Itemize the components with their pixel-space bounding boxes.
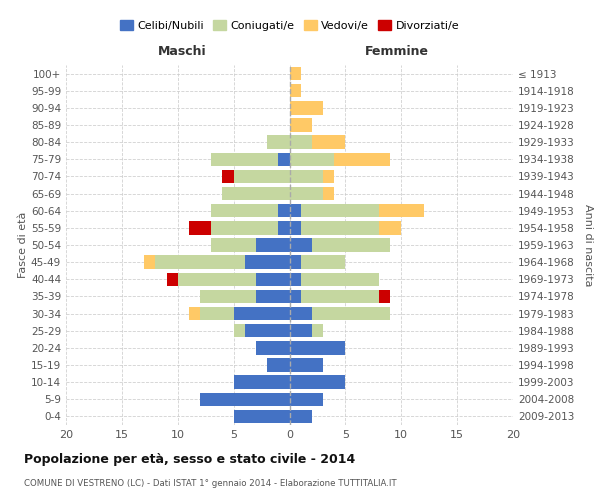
Bar: [290, 101, 323, 114]
Text: Maschi: Maschi: [158, 45, 206, 58]
Bar: [267, 358, 290, 372]
Bar: [233, 324, 245, 338]
Bar: [290, 67, 301, 80]
Bar: [290, 324, 312, 338]
Bar: [301, 204, 379, 218]
Bar: [312, 136, 346, 149]
Bar: [290, 410, 312, 423]
Bar: [189, 307, 200, 320]
Bar: [290, 136, 312, 149]
Bar: [290, 272, 301, 286]
Bar: [278, 204, 290, 218]
Bar: [211, 238, 256, 252]
Bar: [290, 307, 312, 320]
Bar: [256, 272, 290, 286]
Bar: [223, 170, 233, 183]
Bar: [278, 152, 290, 166]
Bar: [211, 221, 278, 234]
Bar: [290, 341, 346, 354]
Bar: [245, 324, 290, 338]
Bar: [312, 307, 390, 320]
Bar: [245, 256, 290, 269]
Bar: [290, 118, 312, 132]
Bar: [167, 272, 178, 286]
Bar: [200, 392, 290, 406]
Bar: [144, 256, 155, 269]
Bar: [189, 221, 211, 234]
Bar: [301, 256, 346, 269]
Bar: [233, 307, 290, 320]
Bar: [312, 238, 390, 252]
Legend: Celibi/Nubili, Coniugati/e, Vedovi/e, Divorziati/e: Celibi/Nubili, Coniugati/e, Vedovi/e, Di…: [119, 20, 460, 31]
Bar: [178, 272, 256, 286]
Bar: [200, 290, 256, 303]
Bar: [290, 204, 301, 218]
Bar: [290, 358, 323, 372]
Bar: [233, 376, 290, 389]
Bar: [379, 204, 424, 218]
Bar: [290, 238, 312, 252]
Bar: [334, 152, 390, 166]
Bar: [211, 204, 278, 218]
Bar: [278, 221, 290, 234]
Bar: [290, 290, 301, 303]
Bar: [256, 341, 290, 354]
Bar: [290, 256, 301, 269]
Bar: [379, 221, 401, 234]
Bar: [290, 152, 334, 166]
Bar: [323, 170, 334, 183]
Bar: [301, 221, 379, 234]
Bar: [211, 152, 278, 166]
Bar: [233, 410, 290, 423]
Text: Popolazione per età, sesso e stato civile - 2014: Popolazione per età, sesso e stato civil…: [24, 452, 355, 466]
Bar: [223, 187, 290, 200]
Text: Femmine: Femmine: [365, 45, 429, 58]
Bar: [290, 376, 346, 389]
Text: COMUNE DI VESTRENO (LC) - Dati ISTAT 1° gennaio 2014 - Elaborazione TUTTITALIA.I: COMUNE DI VESTRENO (LC) - Dati ISTAT 1° …: [24, 479, 397, 488]
Bar: [312, 324, 323, 338]
Bar: [323, 187, 334, 200]
Bar: [155, 256, 245, 269]
Bar: [200, 307, 233, 320]
Bar: [290, 84, 301, 98]
Bar: [233, 170, 290, 183]
Bar: [267, 136, 290, 149]
Bar: [301, 272, 379, 286]
Bar: [301, 290, 379, 303]
Bar: [290, 221, 301, 234]
Bar: [290, 392, 323, 406]
Bar: [290, 187, 323, 200]
Bar: [379, 290, 390, 303]
Y-axis label: Fasce di età: Fasce di età: [18, 212, 28, 278]
Y-axis label: Anni di nascita: Anni di nascita: [583, 204, 593, 286]
Bar: [256, 290, 290, 303]
Bar: [290, 170, 323, 183]
Bar: [256, 238, 290, 252]
